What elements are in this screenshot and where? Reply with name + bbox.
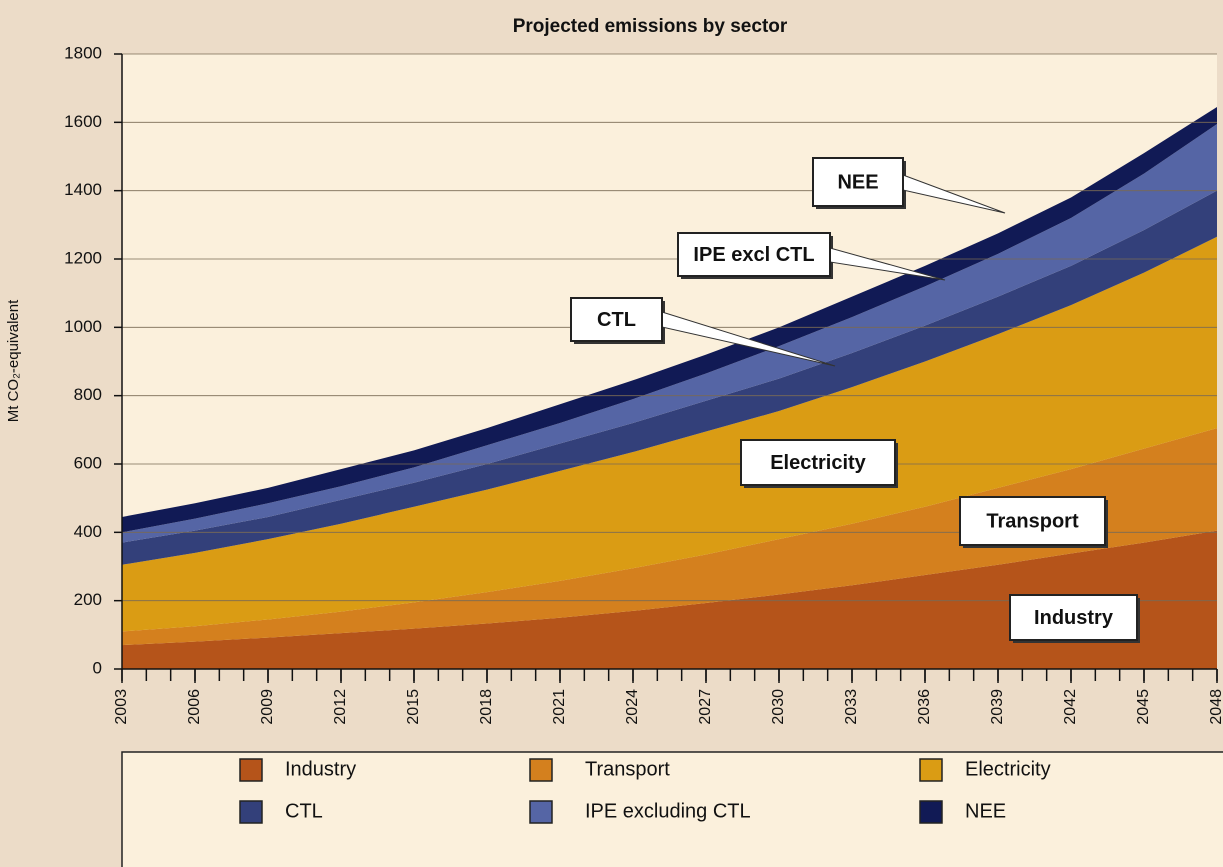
y-tick-label: 1600 (64, 112, 102, 131)
x-tick-label: 2042 (1062, 689, 1079, 725)
chart-title: Projected emissions by sector (513, 16, 788, 37)
y-tick-label: 800 (74, 385, 102, 404)
legend-label: IPE excluding CTL (585, 800, 751, 822)
annotation: NEE (837, 171, 878, 193)
legend-swatch (239, 800, 263, 824)
legend-label: CTL (285, 800, 323, 822)
x-tick-label: 2033 (843, 689, 860, 725)
legend-swatch (529, 758, 553, 782)
callout-box (740, 439, 896, 486)
x-tick-label: 2027 (697, 689, 714, 725)
callout-box (1009, 594, 1138, 641)
x-tick-label: 2024 (624, 689, 641, 725)
x-tick-label: 2045 (1135, 689, 1152, 725)
legend-label: NEE (965, 800, 1006, 822)
callout-box (812, 157, 904, 207)
x-tick-label: 2003 (113, 689, 130, 725)
legend-swatch (919, 800, 943, 824)
x-tick-label: 2021 (551, 689, 568, 725)
annotation: Industry (1034, 607, 1114, 629)
callout-box (570, 297, 663, 342)
x-tick-label: 2018 (478, 689, 495, 725)
legend-swatch (919, 758, 943, 782)
y-tick-label: 1400 (64, 180, 102, 199)
area (122, 530, 1217, 669)
legend-swatch (239, 758, 263, 782)
y-tick-label: 200 (74, 590, 102, 609)
x-tick-label: 2048 (1208, 689, 1223, 725)
y-tick-label: 1800 (64, 43, 102, 62)
x-tick-label: 2009 (259, 689, 276, 725)
legend-label: Electricity (965, 758, 1051, 780)
area (122, 236, 1217, 632)
y-tick-label: 600 (74, 453, 102, 472)
callout-box (677, 232, 831, 277)
y-tick-label: 0 (93, 658, 102, 677)
legend-label: Industry (285, 758, 356, 780)
x-tick-label: 2012 (332, 689, 349, 725)
legend-swatch (529, 800, 553, 824)
x-tick-label: 2015 (405, 689, 422, 725)
annotation: IPE excl CTL (693, 244, 814, 266)
x-tick-label: 2039 (989, 689, 1006, 725)
x-tick-label: 2006 (186, 689, 203, 725)
y-axis-label: Mt CO₂-equivalent (5, 299, 22, 422)
annotation: CTL (597, 309, 636, 331)
callout-box (959, 496, 1106, 546)
annotation: Transport (986, 510, 1079, 532)
x-tick-label: 2030 (770, 689, 787, 725)
y-tick-label: 1000 (64, 317, 102, 336)
y-tick-label: 1200 (64, 248, 102, 267)
legend-label: Transport (585, 758, 670, 780)
y-tick-label: 400 (74, 522, 102, 541)
legend-box (121, 751, 1223, 867)
annotation: Electricity (770, 452, 866, 474)
area (122, 190, 1217, 565)
x-tick-label: 2036 (916, 689, 933, 725)
